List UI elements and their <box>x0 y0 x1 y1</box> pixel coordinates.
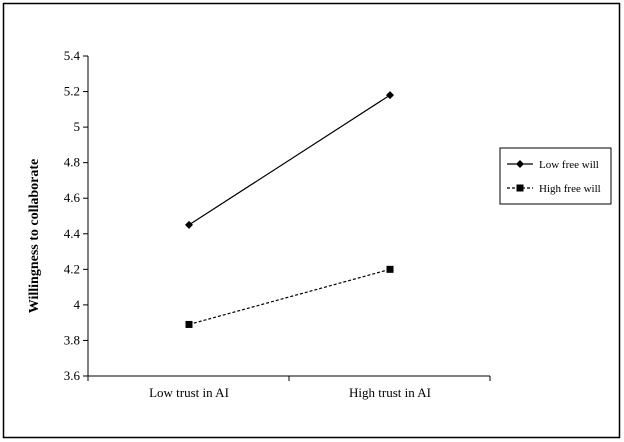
series-high-free-will <box>185 265 394 328</box>
legend-marker <box>516 184 524 192</box>
x-tick-label: Low trust in AI <box>149 385 229 400</box>
y-tick-label: 4.2 <box>64 261 80 276</box>
legend: Low free will High free will <box>499 147 612 205</box>
series-low-free-will <box>185 91 394 229</box>
y-tick-label: 4 <box>74 297 81 312</box>
legend-box <box>499 147 612 205</box>
y-tick-label: 5.4 <box>64 48 81 63</box>
y-tick-label: 5.2 <box>64 84 80 99</box>
y-tick-label: 4.6 <box>64 190 81 205</box>
y-axis-label: Willingness to collaborate <box>27 159 42 314</box>
legend-marker <box>516 160 524 168</box>
y-tick-label: 3.6 <box>64 368 81 383</box>
data-point <box>386 91 394 100</box>
series-layer <box>185 91 394 328</box>
y-axis: 3.6 3.8 4 4.2 4.4 4.6 4.8 5 5.2 5.4 <box>64 48 89 383</box>
legend-label: High free will <box>539 183 601 195</box>
y-tick-label: 5 <box>74 119 81 134</box>
y-tick-label: 4.4 <box>64 226 81 241</box>
x-tick-label: High trust in AI <box>349 385 431 400</box>
x-axis: Low trust in AI High trust in AI <box>87 375 491 400</box>
y-tick-label: 4.8 <box>64 155 80 170</box>
data-point <box>386 265 394 273</box>
series-line <box>188 94 391 226</box>
y-tick-label: 3.8 <box>64 332 80 347</box>
data-point <box>185 320 193 328</box>
data-point <box>185 220 193 229</box>
legend-label: Low free will <box>539 159 599 171</box>
